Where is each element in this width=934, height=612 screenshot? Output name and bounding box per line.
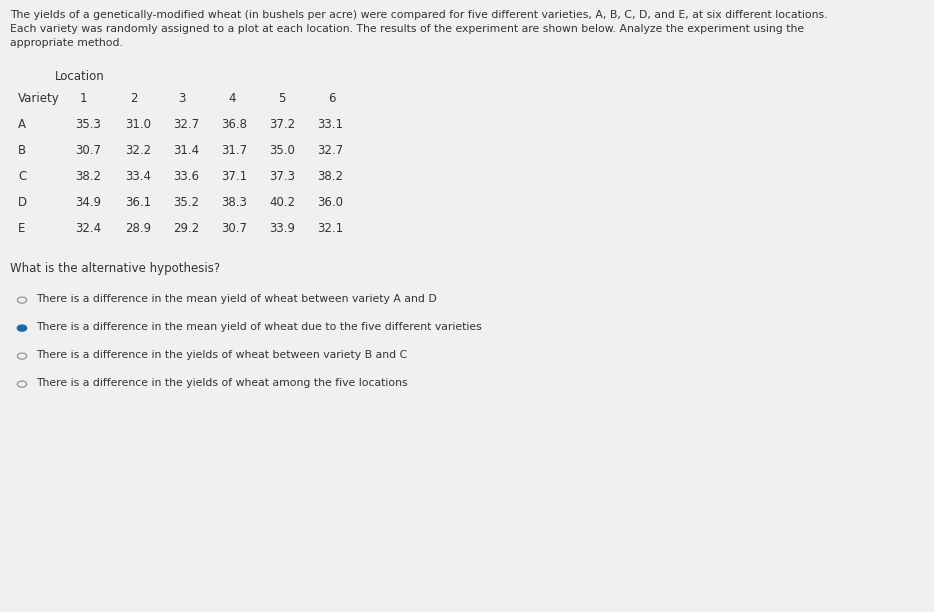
Text: 37.1: 37.1 — [221, 170, 248, 183]
Text: 31.0: 31.0 — [125, 118, 151, 131]
Text: 35.2: 35.2 — [173, 196, 199, 209]
Text: 32.7: 32.7 — [173, 118, 199, 131]
Text: Variety: Variety — [18, 92, 60, 105]
Text: 40.2: 40.2 — [269, 196, 295, 209]
Text: 5: 5 — [278, 92, 286, 105]
Text: There is a difference in the yields of wheat between variety B and C: There is a difference in the yields of w… — [36, 350, 407, 360]
Text: 29.2: 29.2 — [173, 222, 199, 235]
Text: 31.4: 31.4 — [173, 144, 199, 157]
Text: 34.9: 34.9 — [75, 196, 101, 209]
Text: E: E — [18, 222, 25, 235]
Text: There is a difference in the mean yield of wheat due to the five different varie: There is a difference in the mean yield … — [36, 322, 482, 332]
Text: 30.7: 30.7 — [221, 222, 247, 235]
Text: 33.1: 33.1 — [317, 118, 343, 131]
Text: D: D — [18, 196, 27, 209]
Text: C: C — [18, 170, 26, 183]
Text: 31.7: 31.7 — [221, 144, 248, 157]
Text: 36.0: 36.0 — [317, 196, 343, 209]
Text: Location: Location — [55, 70, 105, 83]
Text: 33.6: 33.6 — [173, 170, 199, 183]
Text: 35.3: 35.3 — [75, 118, 101, 131]
Text: 36.1: 36.1 — [125, 196, 151, 209]
Text: 32.4: 32.4 — [75, 222, 101, 235]
Text: 3: 3 — [178, 92, 185, 105]
Text: The yields of a genetically-modified wheat (in bushels per acre) were compared f: The yields of a genetically-modified whe… — [10, 10, 828, 20]
Text: 37.3: 37.3 — [269, 170, 295, 183]
Text: 30.7: 30.7 — [75, 144, 101, 157]
Text: 1: 1 — [80, 92, 88, 105]
Text: 38.2: 38.2 — [317, 170, 343, 183]
Text: B: B — [18, 144, 26, 157]
Text: appropriate method.: appropriate method. — [10, 38, 123, 48]
Text: 35.0: 35.0 — [269, 144, 295, 157]
Text: 32.2: 32.2 — [125, 144, 151, 157]
Text: 32.7: 32.7 — [317, 144, 343, 157]
Text: 36.8: 36.8 — [221, 118, 247, 131]
Text: There is a difference in the yields of wheat among the five locations: There is a difference in the yields of w… — [36, 378, 407, 388]
Text: 6: 6 — [328, 92, 335, 105]
Text: What is the alternative hypothesis?: What is the alternative hypothesis? — [10, 262, 220, 275]
Text: There is a difference in the mean yield of wheat between variety A and D: There is a difference in the mean yield … — [36, 294, 437, 304]
Text: 33.9: 33.9 — [269, 222, 295, 235]
Text: 4: 4 — [228, 92, 235, 105]
Text: 37.2: 37.2 — [269, 118, 295, 131]
Text: Each variety was randomly assigned to a plot at each location. The results of th: Each variety was randomly assigned to a … — [10, 24, 804, 34]
Text: 38.3: 38.3 — [221, 196, 247, 209]
Text: 38.2: 38.2 — [75, 170, 101, 183]
Text: 32.1: 32.1 — [317, 222, 343, 235]
Text: 33.4: 33.4 — [125, 170, 151, 183]
Text: A: A — [18, 118, 26, 131]
Text: 2: 2 — [130, 92, 137, 105]
Text: 28.9: 28.9 — [125, 222, 151, 235]
